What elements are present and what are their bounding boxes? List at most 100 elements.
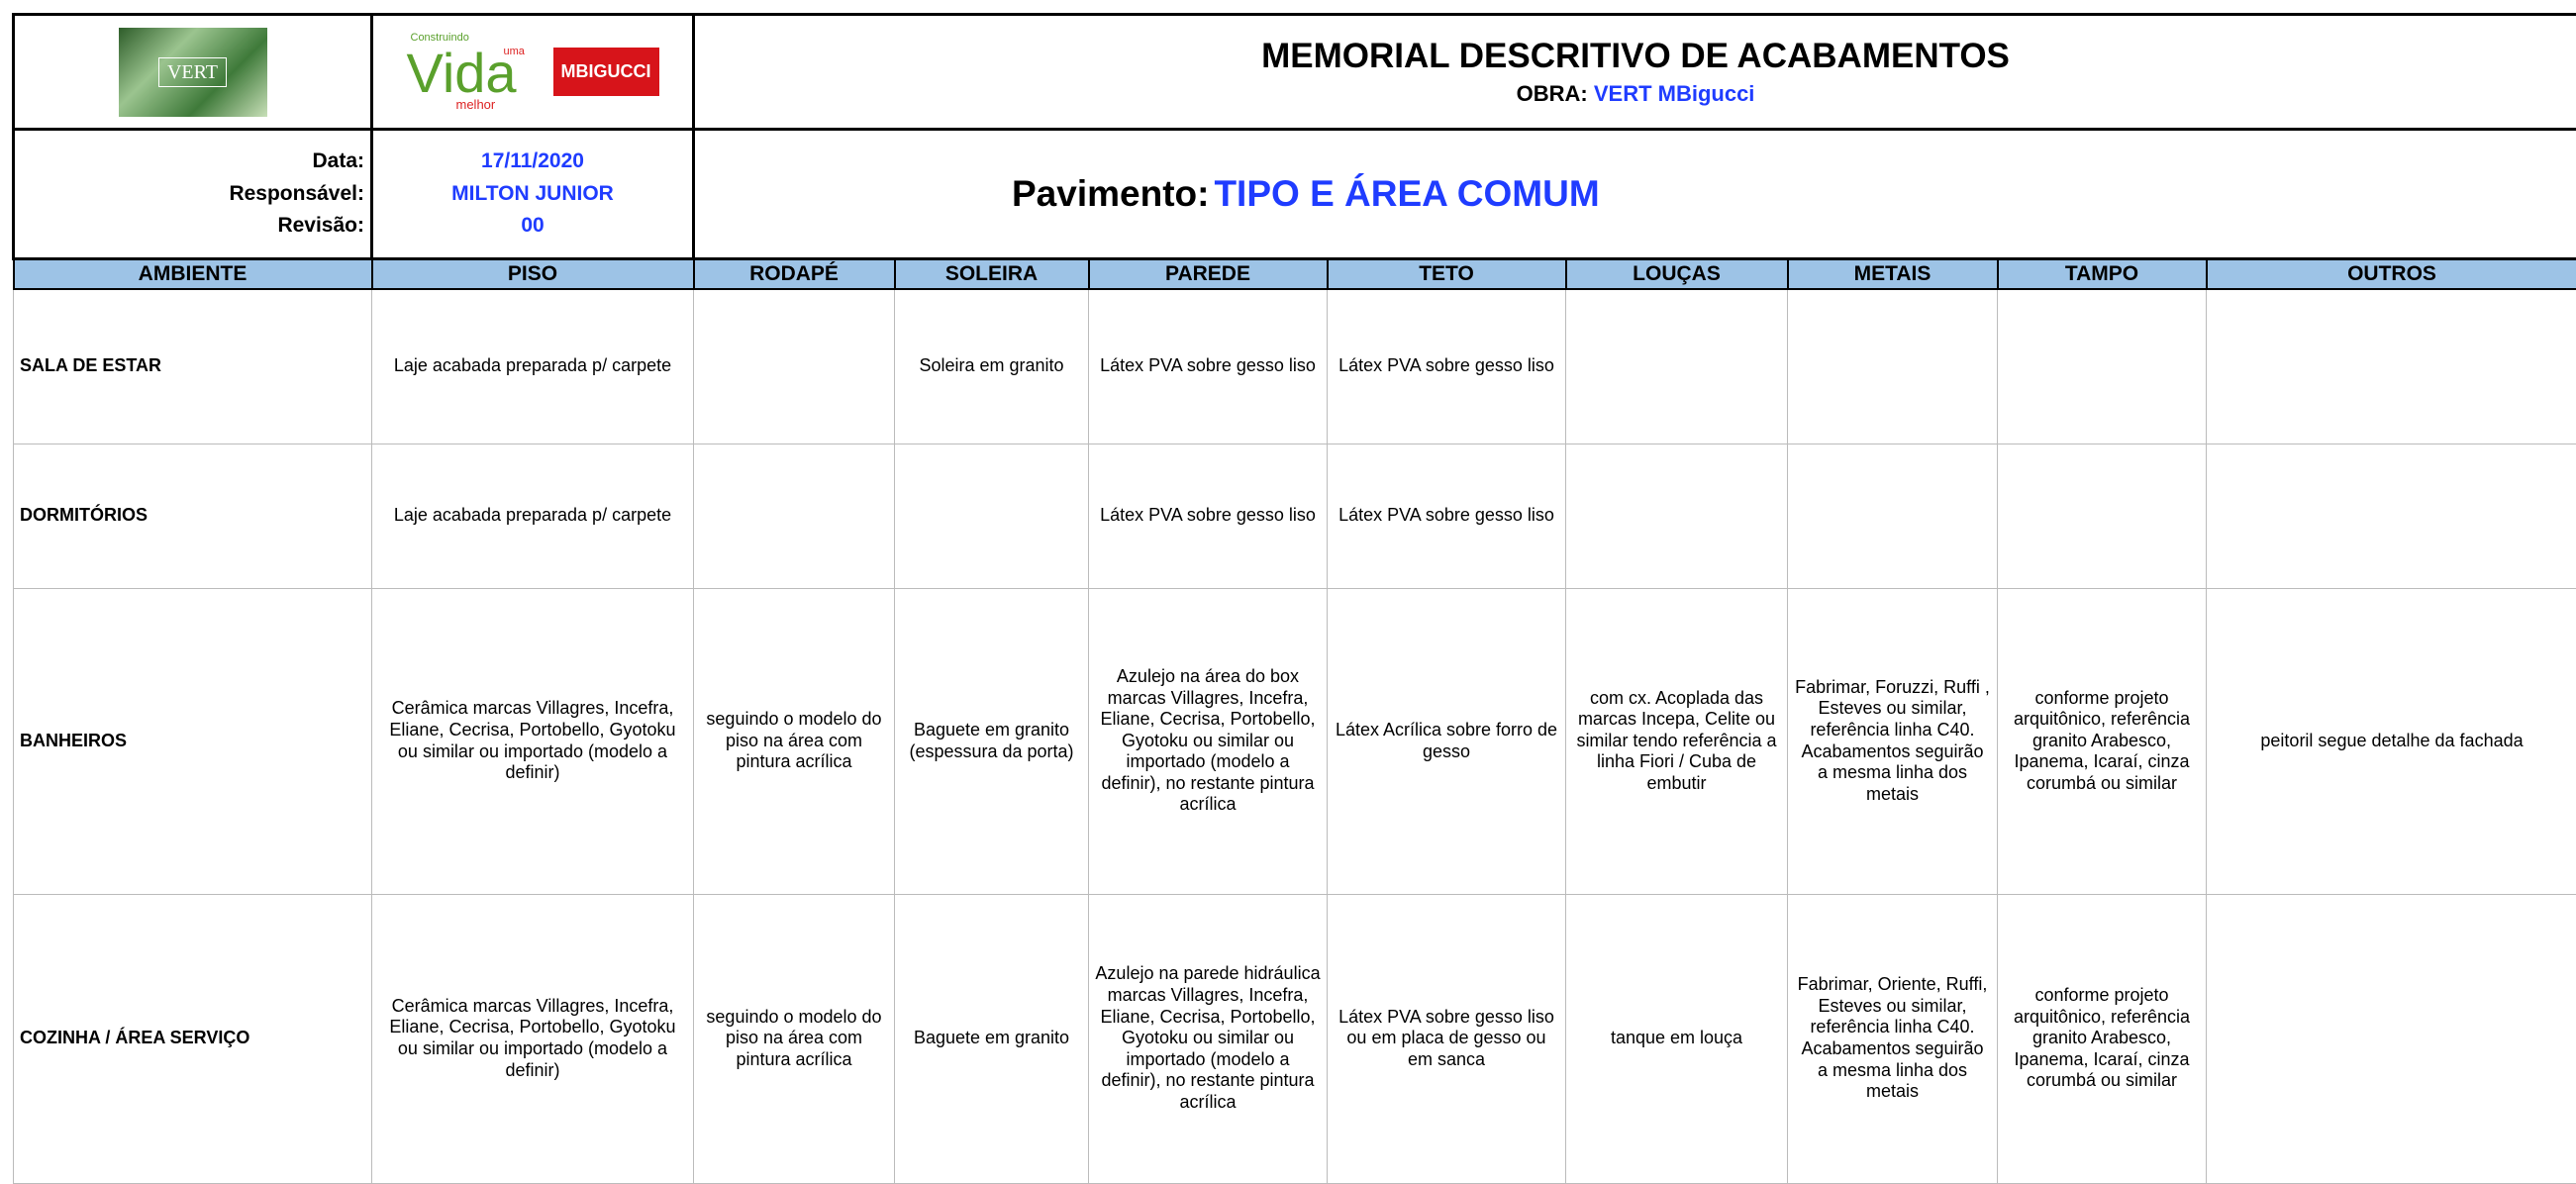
table-cell bbox=[694, 289, 895, 444]
table-cell: Látex PVA sobre gesso liso bbox=[1328, 444, 1566, 588]
cell-text: Azulejo na área do box marcas Villagres,… bbox=[1095, 666, 1321, 816]
table-cell: conforme projeto arquitônico, referência… bbox=[1998, 588, 2207, 894]
cell-text: Fabrimar, Foruzzi, Ruffi , Esteves ou si… bbox=[1794, 677, 1991, 806]
value: 00 bbox=[379, 210, 686, 243]
label: Responsável: bbox=[21, 178, 364, 211]
cell-text: SALA DE ESTAR bbox=[20, 355, 365, 377]
ambiente-cell: BANHEIROS bbox=[14, 588, 372, 894]
table-cell: Baguete em granito bbox=[895, 894, 1089, 1183]
table-cell: Cerâmica marcas Villagres, Incefra, Elia… bbox=[372, 894, 694, 1183]
cell-text: Baguete em granito bbox=[901, 1028, 1082, 1049]
ambiente-cell: SALA DE ESTAR bbox=[14, 289, 372, 444]
table-cell: Látex Acrílica sobre forro de gesso bbox=[1328, 588, 1566, 894]
cell-text: Látex PVA sobre gesso liso bbox=[1095, 505, 1321, 527]
table-row: DORMITÓRIOS Laje acabada preparada p/ car… bbox=[14, 444, 2576, 588]
info-labels: Data: Responsável: Revisão: bbox=[14, 130, 372, 259]
table-row: SALA DE ESTAR Laje acabada preparada p/ c… bbox=[14, 289, 2576, 444]
table-cell: conforme projeto arquitônico, referência… bbox=[1998, 894, 2207, 1183]
cell-text: Látex PVA sobre gesso liso ou em placa d… bbox=[1334, 1007, 1559, 1071]
value: 17/11/2020 bbox=[379, 146, 686, 178]
table-cell: Azulejo na área do box marcas Villagres,… bbox=[1089, 588, 1328, 894]
column-header: RODAPÉ bbox=[694, 259, 895, 290]
table-cell: Soleira em granito bbox=[895, 289, 1089, 444]
table-cell bbox=[895, 444, 1089, 588]
table-cell: Látex PVA sobre gesso liso bbox=[1089, 289, 1328, 444]
table-cell: Fabrimar, Oriente, Ruffi, Esteves ou sim… bbox=[1788, 894, 1998, 1183]
cell-text: Látex PVA sobre gesso liso bbox=[1095, 355, 1321, 377]
cell-text: Soleira em granito bbox=[901, 355, 1082, 377]
cell-text: Laje acabada preparada p/ carpete bbox=[378, 355, 687, 377]
pavimento-value: TIPO E ÁREA COMUM bbox=[1214, 173, 1599, 214]
table-cell bbox=[1998, 444, 2207, 588]
table-cell: Laje acabada preparada p/ carpete bbox=[372, 289, 694, 444]
table-cell bbox=[2207, 289, 2576, 444]
cell-text: DORMITÓRIOS bbox=[20, 505, 365, 527]
cell-text: Baguete em granito (espessura da porta) bbox=[901, 720, 1082, 762]
logo-vida-text: Construindo uma Vida melhor bbox=[407, 32, 545, 113]
column-header: PISO bbox=[372, 259, 694, 290]
table-cell: com cx. Acoplada das marcas Incepa, Celi… bbox=[1566, 588, 1788, 894]
obra-value: VERT MBigucci bbox=[1594, 81, 1755, 106]
cell-text: Látex PVA sobre gesso liso bbox=[1334, 505, 1559, 527]
cell-text: Látex PVA sobre gesso liso bbox=[1334, 355, 1559, 377]
value: MILTON JUNIOR bbox=[379, 178, 686, 211]
cell-text: Fabrimar, Oriente, Ruffi, Esteves ou sim… bbox=[1794, 974, 1991, 1103]
cell-text: Látex Acrílica sobre forro de gesso bbox=[1334, 720, 1559, 762]
table-cell: seguindo o modelo do piso na área com pi… bbox=[694, 894, 895, 1183]
cell-text: COZINHA / ÁREA SERVIÇO bbox=[20, 1028, 365, 1049]
column-header: TAMPO bbox=[1998, 259, 2207, 290]
cell-text: Cerâmica marcas Villagres, Incefra, Elia… bbox=[378, 698, 687, 783]
table-row: BANHEIROS Cerâmica marcas Villagres, Ince… bbox=[14, 588, 2576, 894]
column-header: AMBIENTE bbox=[14, 259, 372, 290]
table-cell: Látex PVA sobre gesso liso bbox=[1089, 444, 1328, 588]
table-cell bbox=[2207, 444, 2576, 588]
table-cell: Baguete em granito (espessura da porta) bbox=[895, 588, 1089, 894]
ambiente-cell: COZINHA / ÁREA SERVIÇO bbox=[14, 894, 372, 1183]
table-cell bbox=[1788, 289, 1998, 444]
logo-vert: VERT bbox=[119, 28, 267, 117]
table-cell: tanque em louça bbox=[1566, 894, 1788, 1183]
table-cell bbox=[1998, 289, 2207, 444]
logo-vert-cell: VERT bbox=[14, 15, 372, 130]
table-cell: Látex PVA sobre gesso liso bbox=[1328, 289, 1566, 444]
column-header: LOUÇAS bbox=[1566, 259, 1788, 290]
table-cell: Fabrimar, Foruzzi, Ruffi , Esteves ou si… bbox=[1788, 588, 1998, 894]
cell-text: peitoril segue detalhe da fachada bbox=[2213, 731, 2571, 752]
table-cell bbox=[2207, 894, 2576, 1183]
obra-label: OBRA: bbox=[1517, 81, 1588, 106]
table-cell: Látex PVA sobre gesso liso ou em placa d… bbox=[1328, 894, 1566, 1183]
table-cell bbox=[1788, 444, 1998, 588]
cell-text: conforme projeto arquitônico, referência… bbox=[2004, 985, 2200, 1092]
cell-text: BANHEIROS bbox=[20, 731, 365, 752]
logo-text: VERT bbox=[158, 57, 227, 87]
memorial-table: VERT Construindo uma Vida melhor MBIGUCC… bbox=[12, 13, 2576, 1184]
column-header: PAREDE bbox=[1089, 259, 1328, 290]
table-cell: peitoril segue detalhe da fachada bbox=[2207, 588, 2576, 894]
table-cell: Laje acabada preparada p/ carpete bbox=[372, 444, 694, 588]
cell-text: seguindo o modelo do piso na área com pi… bbox=[700, 709, 888, 773]
table-row: COZINHA / ÁREA SERVIÇO Cerâmica marcas Vi… bbox=[14, 894, 2576, 1183]
column-header: TETO bbox=[1328, 259, 1566, 290]
title: MEMORIAL DESCRITIVO DE ACABAMENTOS bbox=[701, 36, 2570, 77]
table-cell bbox=[1566, 289, 1788, 444]
table-cell: Cerâmica marcas Villagres, Incefra, Elia… bbox=[372, 588, 694, 894]
table-cell: Azulejo na parede hidráulica marcas Vill… bbox=[1089, 894, 1328, 1183]
logo-vida: Construindo uma Vida melhor MBIGUCCI bbox=[379, 32, 686, 113]
pavimento-label: Pavimento: bbox=[1012, 173, 1209, 214]
table-cell bbox=[694, 444, 895, 588]
obra: OBRA: VERT MBigucci bbox=[701, 81, 2570, 107]
label: Data: bbox=[21, 146, 364, 178]
ambiente-cell: DORMITÓRIOS bbox=[14, 444, 372, 588]
cell-text: Laje acabada preparada p/ carpete bbox=[378, 505, 687, 527]
logo-small: melhor bbox=[456, 97, 496, 113]
column-header: SOLEIRA bbox=[895, 259, 1089, 290]
column-header: OUTROS bbox=[2207, 259, 2576, 290]
label: Revisão: bbox=[21, 210, 364, 243]
column-header: METAIS bbox=[1788, 259, 1998, 290]
cell-text: tanque em louça bbox=[1572, 1028, 1781, 1049]
cell-text: Azulejo na parede hidráulica marcas Vill… bbox=[1095, 963, 1321, 1113]
cell-text: com cx. Acoplada das marcas Incepa, Celi… bbox=[1572, 688, 1781, 795]
logo-mbigucci: MBIGUCCI bbox=[553, 48, 659, 97]
